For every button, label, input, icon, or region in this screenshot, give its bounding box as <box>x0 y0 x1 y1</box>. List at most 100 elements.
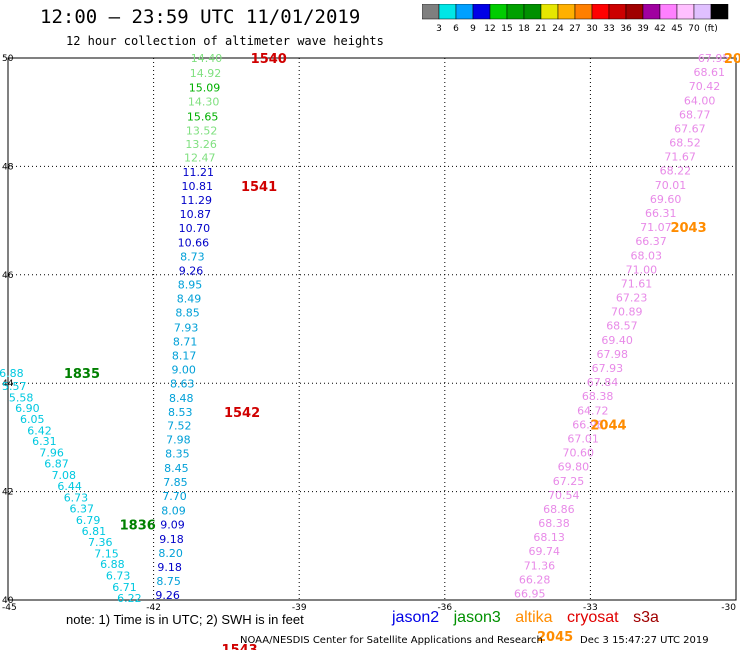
colorbar-label: 33 <box>603 24 614 34</box>
wave-height-label: 6.87 <box>44 457 69 470</box>
colorbar-label: 24 <box>552 24 564 34</box>
colorbar-label: 30 <box>586 24 598 34</box>
wave-height-label: 8.45 <box>164 462 189 475</box>
wave-height-label: 67.25 <box>553 475 585 488</box>
colorbar-label: 21 <box>535 24 546 34</box>
y-tick-label: 44 <box>2 379 14 389</box>
wave-height-label: 71.36 <box>524 559 556 572</box>
wave-height-label: 7.93 <box>174 321 199 334</box>
wave-height-label: 64.72 <box>577 404 609 417</box>
mission-legend: jason2 jason3 altika cryosat s3a <box>392 609 669 627</box>
wave-height-label: 69.80 <box>558 461 590 474</box>
wave-height-label: 15.65 <box>187 111 219 124</box>
colorbar-label: 9 <box>470 24 476 34</box>
pass-time-label: 1835 <box>64 367 100 382</box>
wave-height-label: 14.30 <box>188 95 220 108</box>
wave-height-label: 8.75 <box>156 575 181 588</box>
colorbar-label: 15 <box>501 24 512 34</box>
wave-height-label: 70.42 <box>689 80 721 93</box>
pass-time-label: 2044 <box>590 418 626 433</box>
wave-height-label: 71.67 <box>664 151 696 164</box>
pass-time-label: 1543 <box>222 643 258 650</box>
y-tick-label: 42 <box>2 488 13 498</box>
wave-height-label: 8.49 <box>177 293 202 306</box>
pass-time-label: 2045 <box>537 630 573 645</box>
page-subtitle: 12 hour collection of altimeter wave hei… <box>66 34 384 48</box>
wave-height-label: 13.52 <box>186 125 218 138</box>
y-tick-label: 48 <box>2 162 14 172</box>
wave-height-label: 8.09 <box>161 505 186 518</box>
wave-height-label: 70.89 <box>611 306 643 319</box>
wave-height-label: 6.71 <box>112 581 137 594</box>
units-note: note: 1) Time is in UTC; 2) SWH is in fe… <box>66 612 304 627</box>
colorbar-label: 45 <box>671 24 682 34</box>
pass-time-label: 1542 <box>224 406 260 421</box>
wave-height-label: 9.00 <box>171 364 196 377</box>
colorbar-label: (ft) <box>704 24 718 34</box>
wave-height-label: 8.17 <box>172 350 197 363</box>
colorbar-label: 36 <box>620 24 632 34</box>
wave-height-label: 67.67 <box>674 122 706 135</box>
wave-height-label: 67.23 <box>616 292 648 305</box>
wave-height-label: 9.26 <box>179 264 204 277</box>
x-tick-label: -33 <box>583 603 598 613</box>
colorbar-label: 3 <box>436 24 442 34</box>
wave-height-label: 68.13 <box>533 531 565 544</box>
wave-height-label: 6.31 <box>32 435 57 448</box>
pass-time-label: 1541 <box>241 180 277 195</box>
wave-height-label: 66.98 <box>572 418 604 431</box>
wave-height-label: 6.42 <box>27 424 52 437</box>
pass-time-label: 204 <box>724 52 740 67</box>
wave-height-label: 8.53 <box>168 406 193 419</box>
wave-height-label: 70.54 <box>548 489 580 502</box>
wave-height-label: 66.95 <box>514 587 546 600</box>
page-title: 12:00 – 23:59 UTC 11/01/2019 <box>40 6 361 28</box>
colorbar-label: 27 <box>569 24 580 34</box>
wave-height-label: 6.22 <box>117 592 142 605</box>
y-tick-label: 40 <box>2 596 14 606</box>
wave-height-label: 67.93 <box>592 362 624 375</box>
wave-height-label: 69.40 <box>601 334 633 347</box>
wave-height-label: 10.66 <box>178 236 210 249</box>
generated-timestamp: Dec 3 15:47:27 UTC 2019 <box>580 635 709 646</box>
mission-label-altika: altika <box>515 609 553 626</box>
wave-height-label: 6.90 <box>15 402 40 415</box>
wave-height-label: 68.03 <box>630 249 662 262</box>
color-scale-legend: 3 6 9 12 15 18 21 24 27 30 33 36 39 42 45 70 (ft) <box>422 4 729 34</box>
x-tick-label: -42 <box>146 603 161 613</box>
plot-frame <box>7 57 737 601</box>
wave-height-label: 66.31 <box>645 207 677 220</box>
pass-time-label: 1836 <box>120 519 156 534</box>
colorbar-label: 18 <box>518 24 530 34</box>
wave-height-label: 6.81 <box>82 525 107 538</box>
credit-line: NOAA/NESDIS Center for Satellite Applica… <box>240 635 543 646</box>
wave-height-label: 71.61 <box>621 277 653 290</box>
x-tick-label: -36 <box>437 603 452 613</box>
wave-height-label: 67.01 <box>567 432 599 445</box>
colorbar-label: 6 <box>453 24 459 34</box>
x-tick-label: -45 <box>2 603 17 613</box>
wave-height-label: 6.79 <box>76 514 101 527</box>
wave-height-label: 15.09 <box>189 81 221 94</box>
pass-time-label: 2043 <box>670 221 706 236</box>
wave-height-label: 64.00 <box>684 94 716 107</box>
x-tick-label: -39 <box>292 603 307 613</box>
wave-height-label: 8.95 <box>178 279 203 292</box>
wave-height-label: 68.57 <box>606 320 638 333</box>
wave-height-label: 7.85 <box>163 476 188 489</box>
wave-height-label: 8.71 <box>173 335 198 348</box>
wave-height-label: 67.84 <box>587 376 619 389</box>
wave-height-label: 70.01 <box>655 179 687 192</box>
wave-height-label: 7.15 <box>94 547 119 560</box>
wave-height-label: 71.07 <box>640 221 672 234</box>
colorbar-label: 39 <box>637 24 649 34</box>
wave-height-label: 7.36 <box>88 536 113 549</box>
wave-height-label: 68.61 <box>694 66 726 79</box>
wave-height-label: 71.00 <box>626 263 658 276</box>
wave-height-label: 67.98 <box>596 348 628 361</box>
wave-height-label: 70.60 <box>563 447 595 460</box>
wave-height-label: 8.48 <box>169 392 194 405</box>
wave-height-label: 6.44 <box>57 480 82 493</box>
wave-height-label: 66.28 <box>519 573 551 586</box>
